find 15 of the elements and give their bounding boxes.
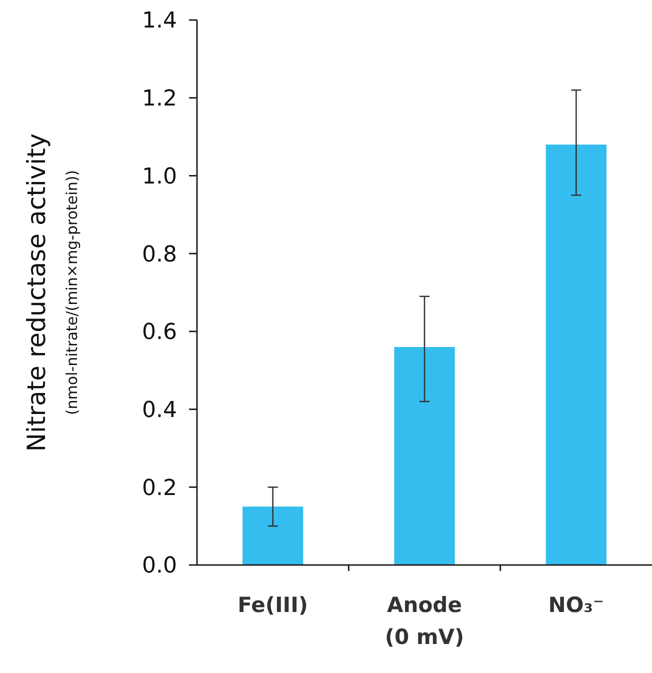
x-tick-label: NO₃⁻	[548, 593, 604, 617]
y-tick-label: 0.2	[142, 476, 177, 501]
y-tick-label: 1.2	[142, 86, 177, 112]
y-tick-label: 1.4	[142, 8, 177, 34]
y-tick-label: 0.8	[142, 242, 177, 268]
y-tick-label: 0.6	[142, 320, 177, 346]
bar	[546, 144, 606, 565]
y-tick-label: 1.0	[142, 164, 177, 190]
y-axis-title: Nitrate reductase activity (nmol-nitrate/(min×mg-protein))	[22, 133, 81, 452]
x-tick-label: Fe(III)	[238, 593, 308, 617]
x-tick-label: Anode (0 mV)	[384, 593, 464, 649]
bar	[242, 506, 304, 565]
y-tick-label: 0.0	[142, 554, 177, 579]
y-tick-label: 0.4	[142, 398, 177, 423]
bar	[394, 347, 455, 565]
